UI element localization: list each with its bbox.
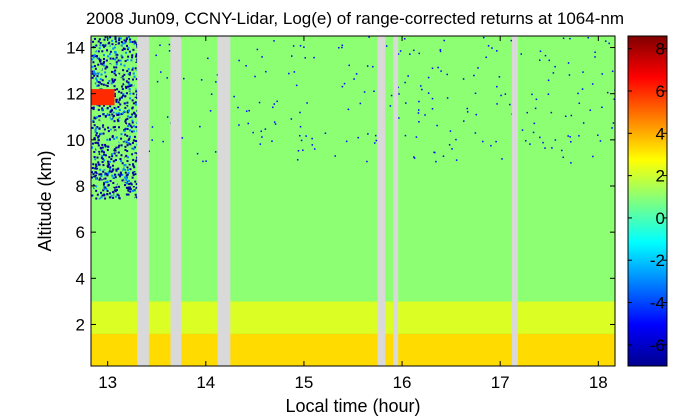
colorbar-tick-label: 2 xyxy=(656,167,665,186)
layer-band xyxy=(91,36,615,302)
cloud-mark xyxy=(91,89,115,106)
colorbar-tick-label: 0 xyxy=(656,209,665,228)
y-tick-label: 14 xyxy=(66,39,85,58)
data-gaps xyxy=(137,36,518,366)
colorbar-tick-label: 4 xyxy=(656,124,665,143)
y-tick-label: 12 xyxy=(66,85,85,104)
x-tick-label: 13 xyxy=(98,373,117,392)
x-axis-ticks: 13 14 15 16 17 18 xyxy=(98,36,608,392)
colorbar-tick-label: 8 xyxy=(656,40,665,59)
colorbar-tick-label: 6 xyxy=(656,82,665,101)
colorbar-tick-label: -4 xyxy=(650,294,665,313)
y-tick-label: 2 xyxy=(76,315,85,334)
colorbar-tick-label: -2 xyxy=(650,251,665,270)
colorbar-ticks: -6 -4 -2 0 2 4 6 8 xyxy=(628,40,667,355)
plot-frame xyxy=(90,35,616,367)
layer-band xyxy=(91,301,615,334)
layer-band xyxy=(91,333,615,366)
x-axis-label: Local time (hour) xyxy=(285,396,420,416)
heatmap-plot xyxy=(91,36,615,366)
chart-title: 2008 Jun09, CCNY-Lidar, Log(e) of range-… xyxy=(86,9,624,28)
data-gap xyxy=(137,36,149,366)
data-gap xyxy=(377,36,386,366)
y-tick-label: 10 xyxy=(66,131,85,150)
x-tick-label: 14 xyxy=(196,373,215,392)
colorbar xyxy=(627,35,668,367)
x-tick-label: 17 xyxy=(491,373,510,392)
x-tick-label: 15 xyxy=(294,373,313,392)
x-tick-label: 18 xyxy=(589,373,608,392)
y-axis-ticks: 2 4 6 8 10 12 14 xyxy=(66,39,615,334)
layer-bands xyxy=(91,36,615,366)
y-tick-label: 4 xyxy=(76,269,85,288)
data-gap xyxy=(217,36,231,366)
data-gap xyxy=(511,36,518,366)
data-gap xyxy=(393,36,399,366)
data-gap xyxy=(170,36,182,366)
colorbar-tick-label: -6 xyxy=(650,336,665,355)
x-tick-label: 16 xyxy=(393,373,412,392)
cloud-patch xyxy=(91,89,115,106)
y-tick-label: 8 xyxy=(76,177,85,196)
y-tick-label: 6 xyxy=(76,223,85,242)
y-axis-label: Altitude (km) xyxy=(35,150,55,251)
